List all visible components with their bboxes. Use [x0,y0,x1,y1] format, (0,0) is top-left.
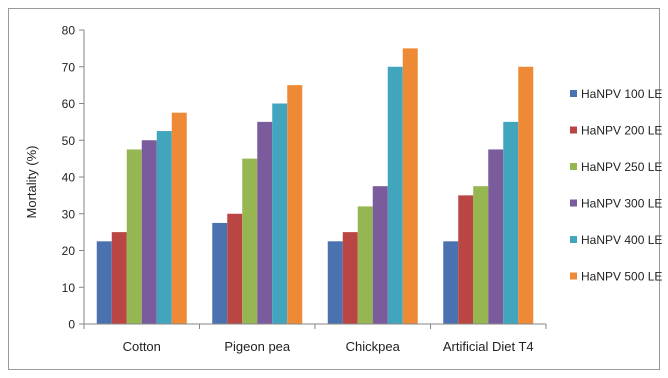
y-tick-label: 70 [62,60,76,74]
bar [127,149,142,324]
bar [172,113,187,324]
x-tick-label: Pigeon pea [224,339,291,354]
y-tick-label: 0 [68,318,75,332]
legend-item: HaNPV 200 LE [570,124,662,138]
y-tick-label: 50 [62,134,76,148]
y-axis-ticks: 0 10 20 30 40 50 60 70 80 [62,24,84,332]
legend-swatch [570,127,577,134]
bar [97,241,112,324]
y-axis-label: Mortality (%) [24,146,39,219]
bar [227,214,242,324]
y-tick-label: 40 [62,171,76,185]
bar [458,195,473,324]
legend-label: HaNPV 300 LE [581,197,662,211]
legend-label: HaNPV 250 LE [581,160,662,174]
x-tick-label: Cotton [123,339,161,354]
legend-label: HaNPV 100 LE [581,87,662,101]
legend: HaNPV 100 LE HaNPV 200 LE HaNPV 250 LE HaNP… [570,87,662,284]
legend-label: HaNPV 500 LE [581,270,662,284]
bar [212,223,227,324]
x-tick-label: Chickpea [346,339,401,354]
legend-item: HaNPV 400 LE [570,233,662,247]
legend-swatch [570,273,577,280]
x-tick-label: Artificial Diet T4 [443,339,534,354]
legend-item: HaNPV 500 LE [570,270,662,284]
bar [403,48,418,324]
bar [272,104,287,325]
y-tick-label: 10 [62,281,76,295]
bar [518,67,533,324]
legend-item: HaNPV 100 LE [570,87,662,101]
y-tick-label: 20 [62,244,76,258]
bar [242,159,257,324]
y-tick-label: 80 [62,24,76,38]
legend-swatch [570,200,577,207]
bar [287,85,302,324]
bar [112,232,127,324]
bars [97,48,534,324]
legend-item: HaNPV 300 LE [570,197,662,211]
bar [473,186,488,324]
bar [443,241,458,324]
x-axis-ticks: Cotton Pigeon pea Chickpea Artificial Diet … [84,324,546,354]
bar [343,232,358,324]
bar [373,186,388,324]
legend-item: HaNPV 250 LE [570,160,662,174]
bar [142,140,157,324]
legend-swatch [570,236,577,243]
bar [157,131,172,324]
bar [503,122,518,324]
bar [257,122,272,324]
bar [388,67,403,324]
legend-swatch [570,163,577,170]
bar [488,149,503,324]
bar [328,241,343,324]
legend-label: HaNPV 400 LE [581,233,662,247]
legend-swatch [570,90,577,97]
y-tick-label: 30 [62,207,76,221]
legend-label: HaNPV 200 LE [581,124,662,138]
y-tick-label: 60 [62,97,76,111]
bar [358,206,373,324]
